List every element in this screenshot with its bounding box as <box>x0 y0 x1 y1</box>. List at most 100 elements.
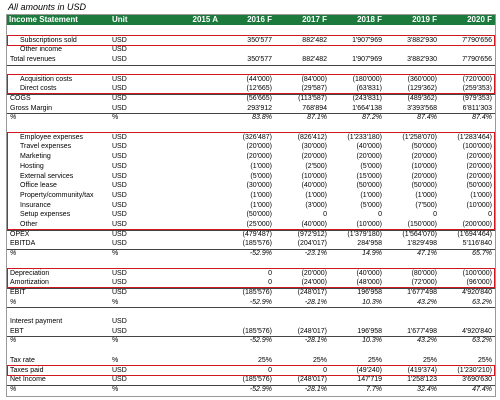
value-cell: (248'017) <box>297 288 327 296</box>
value-cell: (3'000) <box>305 201 327 209</box>
value-cell: (2'500) <box>305 162 327 170</box>
column-header: 2020 F <box>467 15 492 24</box>
column-header: 2019 F <box>412 15 437 24</box>
value-cell: (25'000) <box>246 221 272 228</box>
row-rule <box>7 93 495 95</box>
header-bar <box>6 14 496 25</box>
value-cell: (20'000) <box>411 153 437 161</box>
value-cell: (44'000) <box>246 75 272 83</box>
value-cell: 7'790'656 <box>462 56 492 64</box>
row-label: Office lease <box>20 182 57 190</box>
row-label: Gross Margin <box>10 104 53 112</box>
value-cell: (50'000) <box>246 211 272 219</box>
row-unit: USD <box>112 240 127 248</box>
value-cell: (204'017) <box>297 240 327 248</box>
value-cell: 7.7% <box>366 385 382 393</box>
value-cell: (40'000) <box>356 269 382 277</box>
row-label: % <box>10 250 17 258</box>
value-cell: (49'240) <box>356 366 382 374</box>
value-cell: 882'482 <box>302 56 327 64</box>
value-cell: (326'487) <box>242 133 272 141</box>
row-label: OPEX <box>10 230 30 238</box>
value-cell: (129'362) <box>407 85 437 93</box>
row-unit: USD <box>112 46 127 54</box>
row-unit: % <box>112 298 119 306</box>
row-unit: USD <box>112 191 127 199</box>
row-unit: USD <box>112 75 127 83</box>
value-cell: 5'116'840 <box>462 240 492 248</box>
value-cell: (40'000) <box>301 221 327 228</box>
value-cell: (20'000) <box>466 172 492 180</box>
row-rule <box>7 229 495 231</box>
value-cell: -52.9% <box>249 385 272 393</box>
row-label: % <box>10 385 17 393</box>
value-cell: (1'564'070) <box>402 230 437 238</box>
row-label: Net Income <box>10 376 46 384</box>
value-cell: (20'000) <box>466 162 492 170</box>
row-unit: USD <box>112 279 127 287</box>
value-cell: (100'000) <box>462 269 492 277</box>
value-cell: -28.1% <box>304 337 327 345</box>
value-cell: 47.1% <box>417 250 437 258</box>
value-cell: 1'677'498 <box>407 288 437 296</box>
row-unit: USD <box>112 318 127 325</box>
table-frame <box>6 14 496 397</box>
value-cell: (185'576) <box>242 288 272 296</box>
highlight-box <box>7 35 495 46</box>
value-cell: 0 <box>268 366 272 374</box>
value-cell: (1'000) <box>250 201 272 209</box>
value-cell: 4'920'840 <box>462 327 492 335</box>
column-header: Unit <box>112 15 128 24</box>
value-cell: (1'379'180) <box>347 230 382 238</box>
value-cell: (243'831) <box>352 94 382 102</box>
value-cell: -52.9% <box>249 250 272 258</box>
value-cell: 83.8% <box>252 114 272 122</box>
value-cell: 1'907'969 <box>352 36 382 44</box>
value-cell: (1'694'464) <box>457 230 492 238</box>
value-cell: 87.1% <box>307 114 327 122</box>
value-cell: 768'894 <box>302 104 327 112</box>
value-cell: 1'258'123 <box>407 376 437 384</box>
value-cell: (1'230'210) <box>457 366 492 374</box>
row-unit: USD <box>112 172 127 180</box>
value-cell: (1'000) <box>250 191 272 199</box>
value-cell: 0 <box>268 269 272 277</box>
value-cell: 25% <box>422 356 437 364</box>
row-label: Direct costs <box>20 85 57 93</box>
value-cell: (10'000) <box>301 172 327 180</box>
row-label: Property/community/tax <box>20 191 94 199</box>
highlight-box <box>7 268 495 289</box>
column-header: 2016 F <box>247 15 272 24</box>
value-cell: 882'482 <box>302 36 327 44</box>
value-cell: 293'912 <box>247 104 272 112</box>
value-cell: (80'000) <box>411 269 437 277</box>
value-cell: 1'829'498 <box>407 240 437 248</box>
value-cell: (96'000) <box>466 279 492 287</box>
row-unit: % <box>112 385 119 393</box>
value-cell: 350'577 <box>247 36 272 44</box>
value-cell: 3'882'930 <box>407 36 437 44</box>
value-cell: 87.4% <box>417 114 437 122</box>
row-unit: USD <box>112 182 127 190</box>
value-cell: (30'000) <box>246 182 272 190</box>
value-cell: (248'017) <box>297 376 327 384</box>
row-label: Other income <box>20 46 63 54</box>
value-cell: -28.1% <box>304 298 327 306</box>
highlight-box <box>7 132 495 231</box>
row-label: Interest payment <box>10 318 63 325</box>
value-cell: 25% <box>257 356 272 364</box>
value-cell: (20'000) <box>356 153 382 161</box>
value-cell: 0 <box>323 366 327 374</box>
value-cell: 196'958 <box>357 288 382 296</box>
value-cell: (10'000) <box>411 162 437 170</box>
row-unit: USD <box>112 230 127 238</box>
value-cell: (12'665) <box>246 85 272 93</box>
value-cell: (20'000) <box>301 153 327 161</box>
row-rule <box>7 113 495 115</box>
row-unit: USD <box>112 104 127 112</box>
value-cell: 0 <box>488 211 492 219</box>
value-cell: 87.2% <box>362 114 382 122</box>
column-header: 2017 F <box>302 15 327 24</box>
value-cell: (185'576) <box>242 240 272 248</box>
